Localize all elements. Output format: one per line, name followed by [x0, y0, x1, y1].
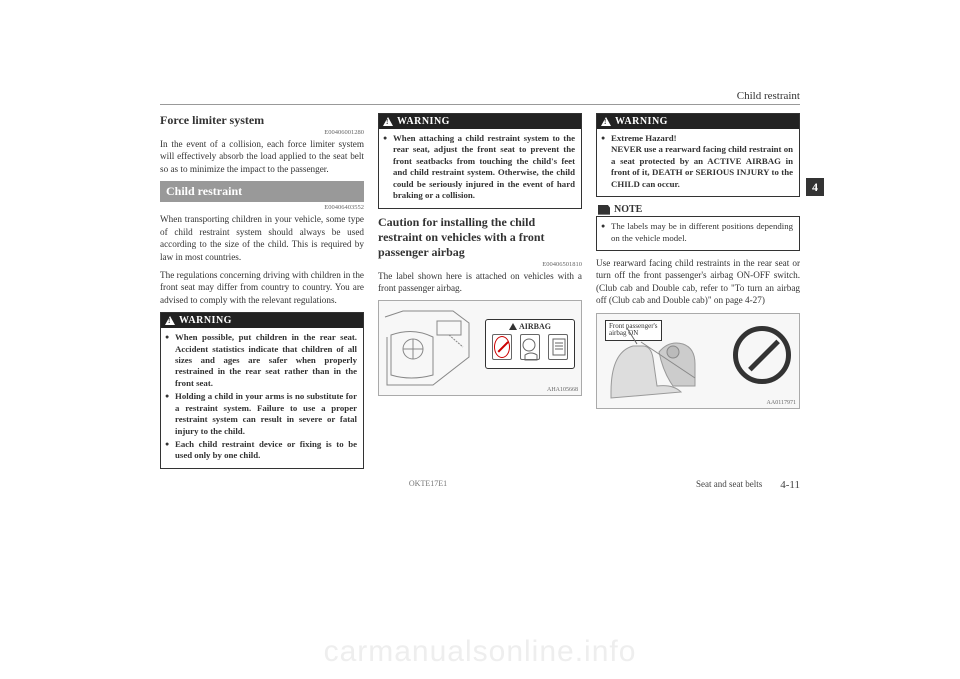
- section-title-child-restraint: Child restraint: [160, 181, 364, 202]
- chapter-tab: 4: [806, 178, 824, 196]
- content-columns: Force limiter system E00406001280 In the…: [160, 113, 800, 475]
- illustration-code: AA0117971: [767, 400, 796, 406]
- ref-code: E00406001280: [160, 129, 364, 136]
- illustration-airbag-label: AIRBAG AHA105668: [378, 300, 582, 396]
- warning-triangle-icon: [165, 316, 175, 325]
- paragraph: In the event of a collision, each force …: [160, 138, 364, 175]
- airbag-label-title: AIRBAG: [519, 322, 551, 331]
- warning-body: Extreme Hazard! NEVER use a rearward fac…: [597, 129, 799, 196]
- column-1: Force limiter system E00406001280 In the…: [160, 113, 364, 475]
- airbag-warning-label: AIRBAG: [485, 319, 575, 369]
- warning-box: WARNING Extreme Hazard! NEVER use a rear…: [596, 113, 800, 197]
- seat-child-icon: [603, 322, 723, 404]
- car-interior-icon: [383, 307, 473, 389]
- watermark: carmanualsonline.info: [0, 635, 960, 669]
- warning-body: When attaching a child restraint system …: [379, 129, 581, 208]
- page-number: 4-11: [780, 479, 800, 491]
- illustration-code: AHA105668: [547, 387, 578, 393]
- manual-reference-icon: [548, 334, 568, 360]
- ref-code: E00406501810: [378, 261, 582, 268]
- warning-label: WARNING: [615, 116, 668, 127]
- warning-box: WARNING When attaching a child restraint…: [378, 113, 582, 209]
- prohibit-rear-facing-icon: [492, 334, 512, 360]
- footer-doc-code: OKTE17E1: [409, 479, 447, 491]
- page-footer: OKTE17E1 Seat and seat belts 4-11: [160, 479, 800, 491]
- warning-item: When attaching a child restraint system …: [383, 133, 575, 202]
- paragraph: The label shown here is attached on vehi…: [378, 270, 582, 295]
- note-icon: [598, 205, 610, 215]
- warning-header: WARNING: [379, 114, 581, 129]
- warning-header: WARNING: [161, 313, 363, 328]
- warning-label: WARNING: [179, 315, 232, 326]
- heading-caution-installing: Caution for installing the child restrai…: [378, 215, 582, 260]
- column-3: WARNING Extreme Hazard! NEVER use a rear…: [596, 113, 800, 475]
- column-2: WARNING When attaching a child restraint…: [378, 113, 582, 475]
- manual-page: Child restraint 4 Force limiter system E…: [160, 90, 800, 491]
- prohibition-sign-icon: [733, 326, 791, 384]
- ref-code: E00406403552: [160, 204, 364, 211]
- warning-item: Each child restraint device or fixing is…: [165, 439, 357, 462]
- warning-label: WARNING: [397, 116, 450, 127]
- warning-header: WARNING: [597, 114, 799, 129]
- warning-triangle-icon: [601, 117, 611, 126]
- warning-box: WARNING When possible, put children in t…: [160, 312, 364, 469]
- warning-item: Holding a child in your arms is no subst…: [165, 391, 357, 437]
- warning-triangle-icon: [383, 117, 393, 126]
- warning-triangle-icon: [509, 323, 517, 330]
- paragraph: When transporting children in your vehic…: [160, 213, 364, 263]
- footer-section-label: Seat and seat belts: [696, 479, 762, 491]
- paragraph: The regulations concerning driving with …: [160, 269, 364, 306]
- warning-item: When possible, put children in the rear …: [165, 332, 357, 389]
- warning-body: When possible, put children in the rear …: [161, 328, 363, 468]
- airbag-deploy-icon: [520, 334, 540, 360]
- illustration-rear-facing-prohibit: Front passenger's airbag ON AA0117971: [596, 313, 800, 409]
- note-box: NOTE The labels may be in different posi…: [596, 203, 800, 251]
- paragraph: Use rearward facing child restraints in …: [596, 257, 800, 307]
- running-header: Child restraint: [160, 90, 800, 105]
- note-item: The labels may be in different positions…: [601, 221, 793, 244]
- warning-item: Extreme Hazard! NEVER use a rearward fac…: [601, 133, 793, 190]
- heading-force-limiter: Force limiter system: [160, 113, 364, 128]
- footer-right: Seat and seat belts 4-11: [696, 479, 800, 491]
- note-label: NOTE: [614, 204, 642, 215]
- note-body: The labels may be in different positions…: [596, 217, 800, 251]
- note-header: NOTE: [596, 203, 800, 217]
